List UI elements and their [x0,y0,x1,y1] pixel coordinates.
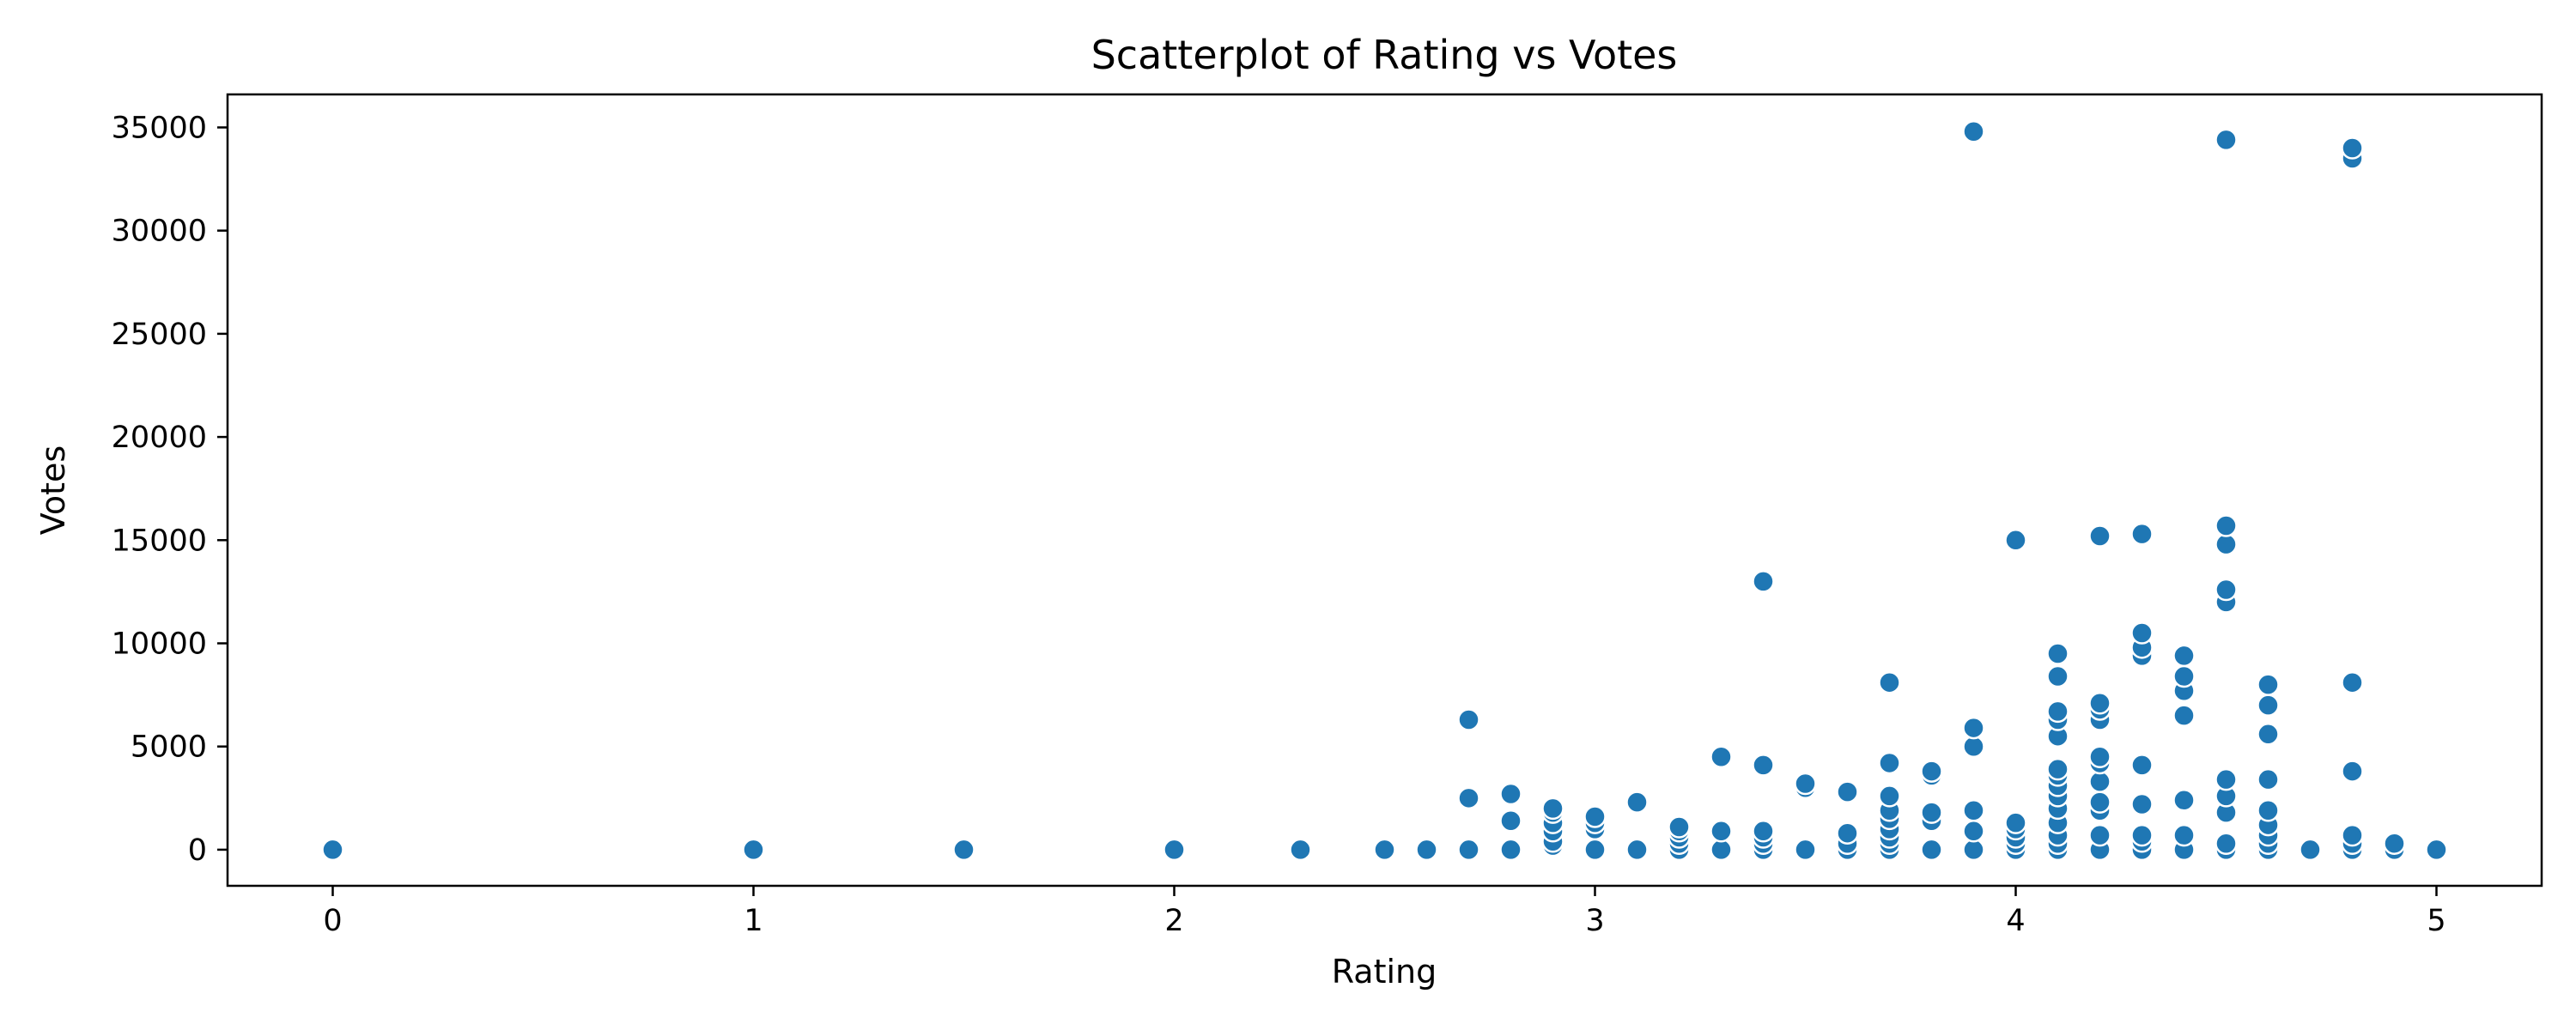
x-axis-ticks: 0 1 2 3 4 5 [323,886,2446,938]
x-axis-label: Rating [1332,953,1437,991]
scatter-point [1836,780,1859,803]
scatter-point [2257,767,2280,791]
scatter-point [1920,838,1943,862]
scatter-point [1878,670,1901,694]
scatter-point [1625,791,1649,814]
scatter-point [2341,670,2364,694]
y-tick-label: 10000 [112,627,207,662]
scatter-point [2004,529,2027,552]
scatter-point [1499,838,1522,862]
scatter-point [2046,642,2069,665]
scatter-point [2257,723,2280,746]
scatter-point [2046,700,2069,724]
scatter-point [2088,524,2111,548]
scatter-point [1289,838,1312,862]
scatter-point [2257,673,2280,696]
scatter-point [1752,754,1775,777]
scatter-point [1668,815,1691,839]
x-tick-label: 1 [744,904,762,938]
scatter-point [321,838,344,862]
scatter-point [2046,757,2069,781]
chart-title: Scatterplot of Rating vs Votes [1091,32,1678,78]
scatter-point [2172,664,2196,688]
y-tick-label: 25000 [112,318,207,352]
scatter-point [1962,716,1985,740]
scatter-point [1583,838,1607,862]
scatter-point [1415,838,1438,862]
scatter-point [2341,760,2364,783]
scatter-point [2172,644,2196,668]
scatter-point [1920,801,1943,824]
scatter-point [2088,791,2111,814]
scatter-point [2383,832,2406,855]
scatter-point [1457,708,1480,731]
scatter-point [2088,745,2111,768]
scatter-point [1920,760,1943,783]
scatter-point [2341,823,2364,847]
scatter-point [1499,809,1522,833]
y-tick-label: 35000 [112,111,207,145]
scatter-point [2299,838,2322,862]
scatter-point [2215,514,2238,537]
scatter-point [2215,832,2238,855]
scatter-point [2341,136,2364,160]
x-tick-label: 2 [1164,904,1183,938]
y-tick-label: 0 [188,833,207,868]
scatter-point [2172,823,2196,847]
scatter-point [1625,838,1649,862]
scatter-point [2172,704,2196,727]
scatter-point [1836,821,1859,845]
scatter-point [2088,823,2111,847]
scatter-point [1878,751,1901,775]
scatter-point [2130,754,2154,777]
scatter-point [1752,570,1775,593]
scatter-point [1583,805,1607,828]
scatter-point [1499,782,1522,806]
scatter-point [2215,578,2238,602]
scatter-point [742,838,765,862]
scatter-point [1457,838,1480,862]
scatter-point [1710,820,1733,843]
scatter-point [2046,664,2069,688]
scatter-point [1962,798,1985,822]
y-axis-ticks: 0 5000 10000 15000 20000 25000 30000 35000 [112,111,228,868]
plot-frame [226,93,2543,888]
scatter-point [1794,838,1817,862]
scatter-point [1878,785,1901,808]
x-tick-label: 3 [1585,904,1604,938]
y-axis-label: Votes [34,445,72,535]
y-tick-label: 20000 [112,421,207,455]
scatter-point [2425,838,2448,862]
x-tick-label: 5 [2427,904,2445,938]
x-tick-label: 0 [323,904,342,938]
scatter-point [2257,694,2280,717]
scatter-point [1962,820,1985,843]
scatter-point [2257,798,2280,822]
scatter-point [1794,772,1817,796]
scatter-point [2130,621,2154,645]
scatter-point [1541,797,1564,821]
scatter-point [1752,820,1775,843]
scatter-point [1962,120,1985,143]
y-tick-label: 5000 [131,730,207,765]
scatter-point [2172,788,2196,812]
scatter-point [2215,767,2238,791]
scatter-point [952,838,975,862]
y-tick-label: 15000 [112,524,207,558]
scatter-point [2004,811,2027,834]
scatter-point [2088,691,2111,715]
scatter-point [1710,745,1733,768]
scatter-point [2130,522,2154,546]
scatter-point [1163,838,1186,862]
scatter-point [2215,128,2238,152]
scatter-point [2130,792,2154,816]
scatter-point [2130,823,2154,847]
scatter-point [1373,838,1396,862]
scatter-point [1457,786,1480,810]
data-points [321,120,2448,862]
x-tick-label: 4 [2006,904,2025,938]
y-tick-label: 30000 [112,215,207,249]
